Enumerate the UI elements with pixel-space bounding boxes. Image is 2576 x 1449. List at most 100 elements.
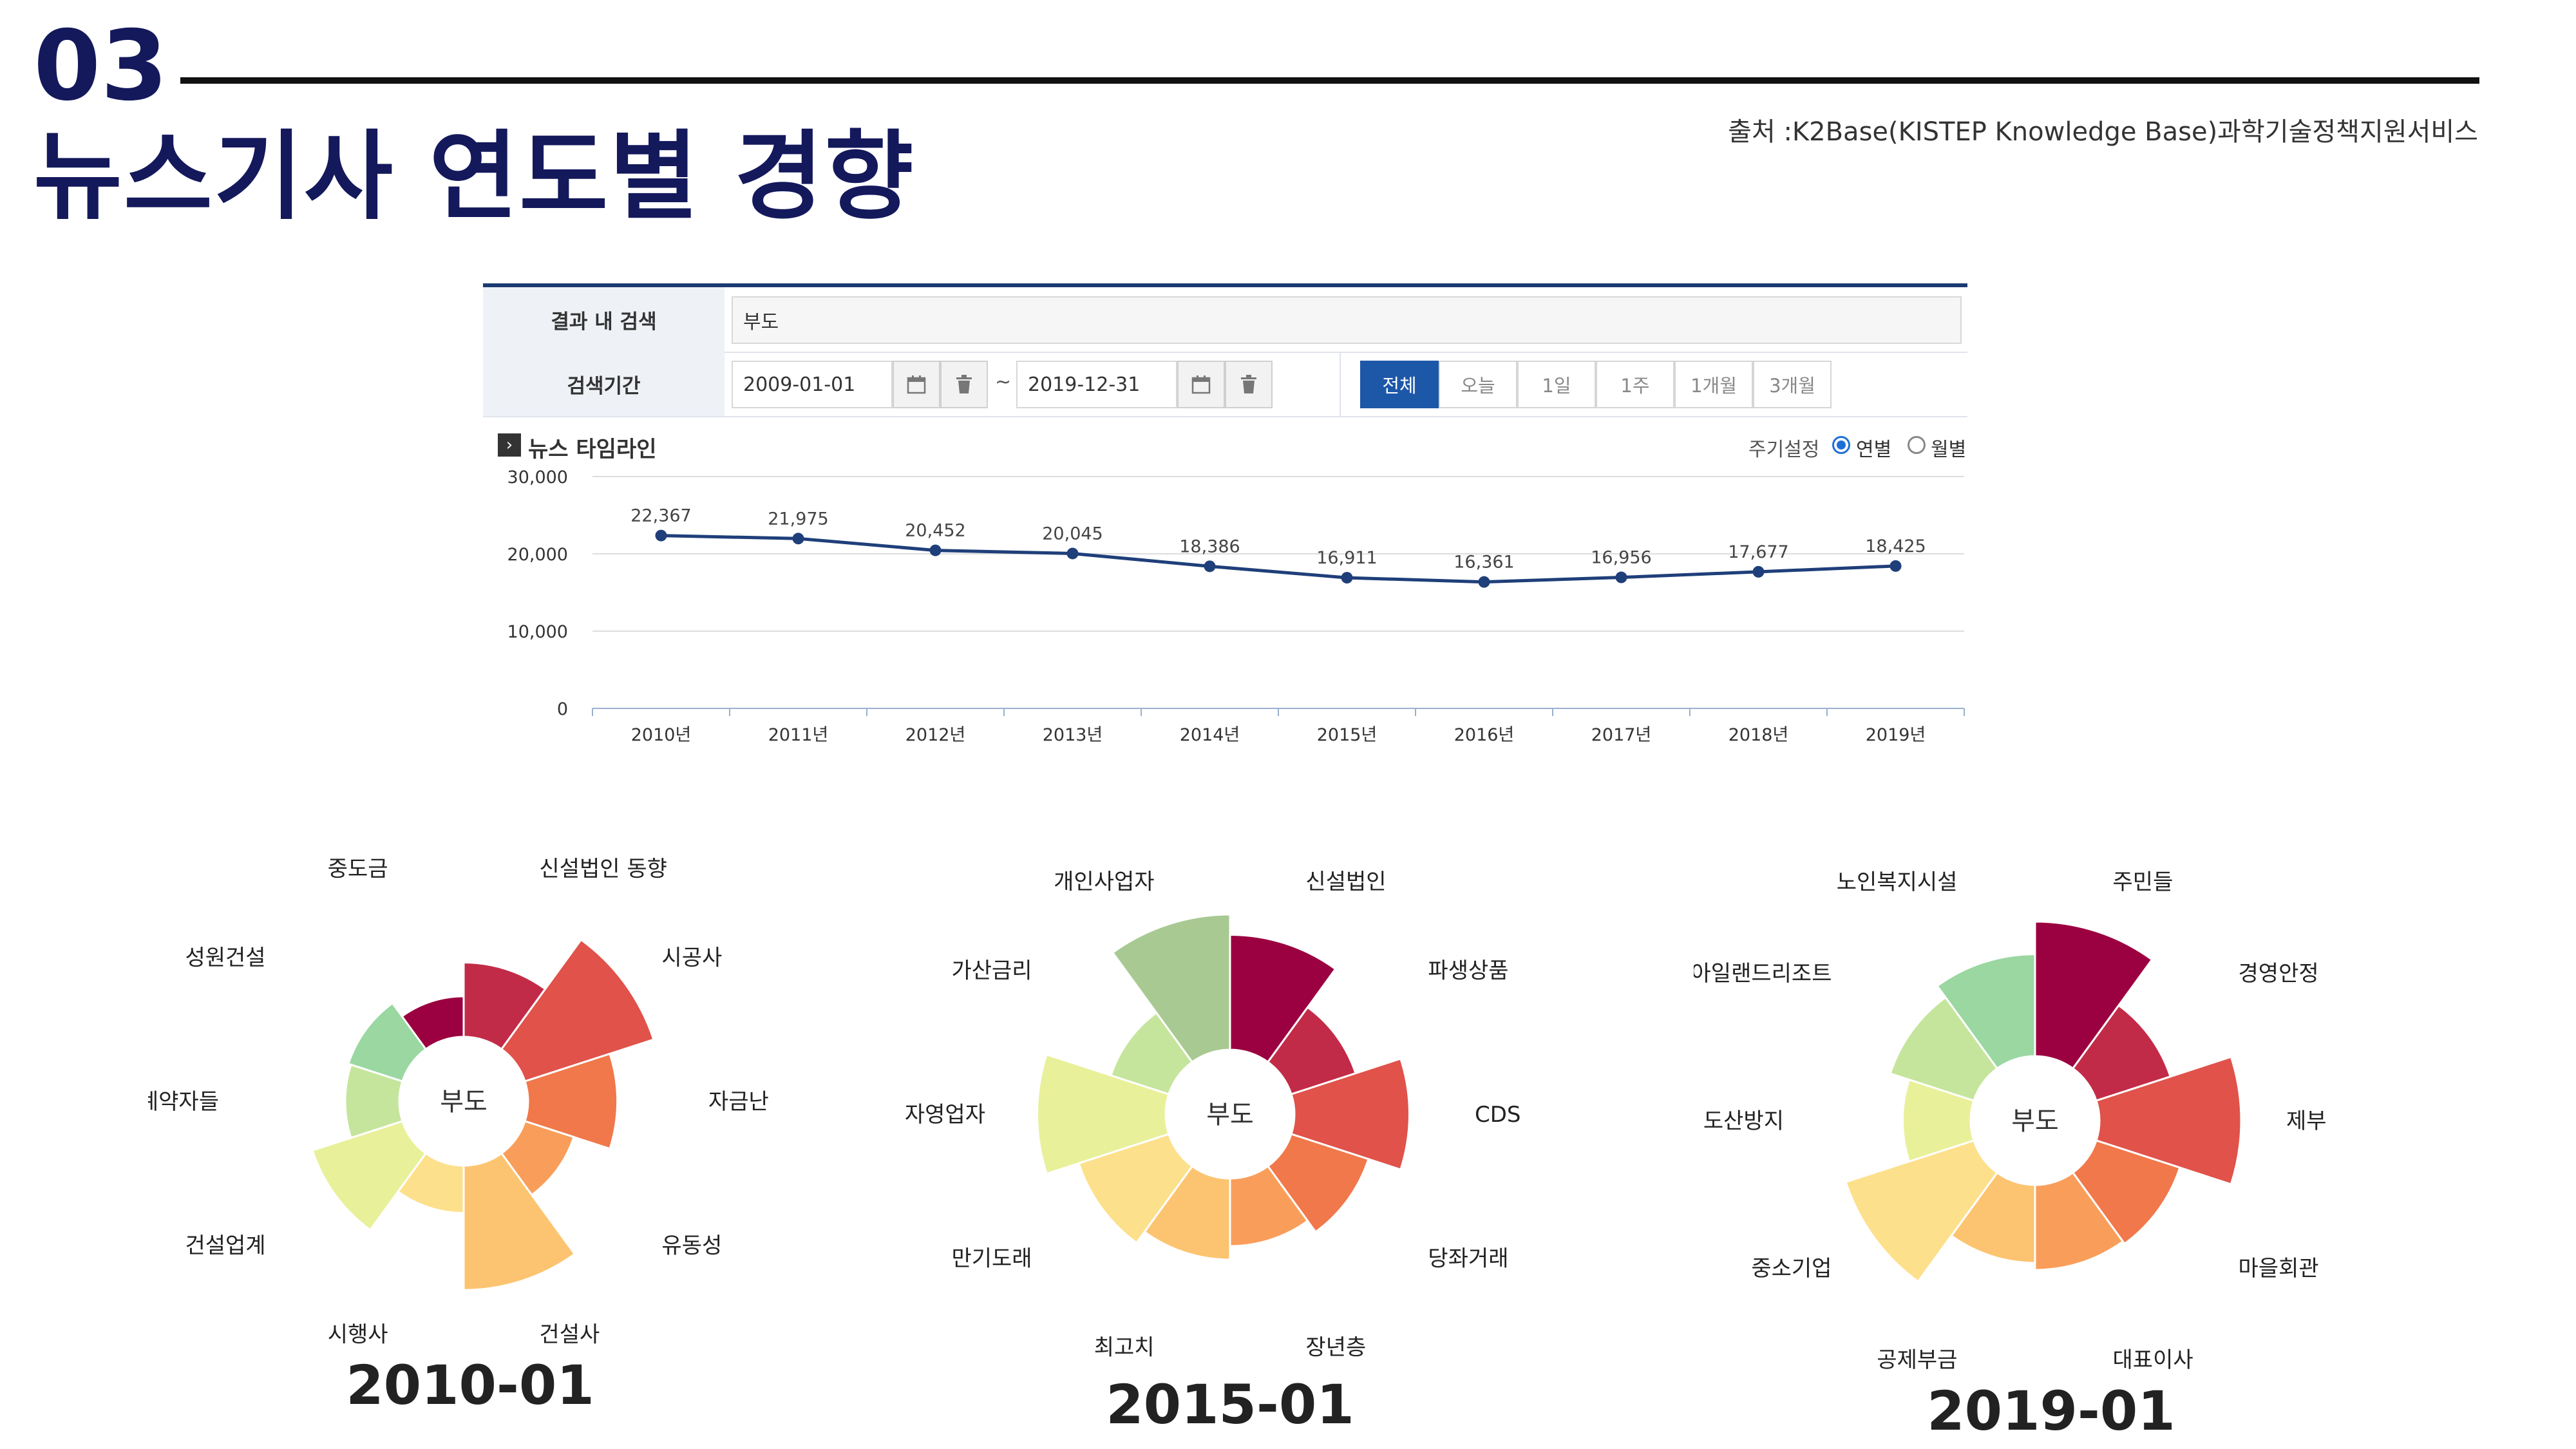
rose-category-label: 건설사 [539, 1321, 600, 1347]
rose-category-label: 공제부금 [1877, 1347, 1957, 1373]
range-button-group: 전체 오늘 1일 1주 1개월 3개월 [1360, 361, 1832, 408]
rose-slice [2095, 1056, 2242, 1186]
yearly-radio-label: 연별 [1856, 439, 1892, 461]
data-point [655, 529, 667, 542]
date-to-input[interactable]: 2019-12-31 [1016, 361, 1177, 408]
rose-center-circle [402, 1039, 526, 1163]
calendar-icon[interactable] [1177, 361, 1225, 408]
trash-icon[interactable] [1225, 361, 1273, 408]
date-from-input[interactable]: 2009-01-01 [732, 361, 893, 408]
data-label: 20,452 [905, 521, 965, 541]
search-panel: 결과 내 검색 부도 검색기간 2009-01-01 ~ 2019-12-31 … [483, 283, 1967, 419]
rose-slice [1889, 996, 1999, 1102]
slide-number: 03 [33, 10, 168, 122]
news-timeline-chart: 0 10,000 20,000 30,000 2010년 2011년 2012년 2013년 2… [507, 468, 1965, 745]
x-tick-label: 2015년 [1317, 725, 1378, 745]
rose-category-label: 중소기업 [1751, 1256, 1832, 1282]
rose-category-label: 제부 [2286, 1108, 2327, 1134]
data-point [1204, 560, 1216, 573]
yearly-radio[interactable] [1832, 436, 1850, 454]
range-1week-button[interactable]: 1주 [1596, 361, 1674, 408]
data-label: 18,386 [1179, 536, 1240, 556]
range-3month-button[interactable]: 3개월 [1753, 361, 1832, 408]
rose-slice [462, 1151, 576, 1291]
data-point [1341, 572, 1353, 584]
radio-dot [1837, 440, 1846, 450]
rose-category-label: 노인복지시설 [1837, 869, 1958, 895]
rose-slice [524, 1052, 619, 1150]
data-label: 16,956 [1591, 548, 1651, 568]
timeline-heading: 뉴스 타임라인 [528, 437, 657, 462]
x-tick-label: 2019년 [1866, 725, 1926, 745]
range-today-button[interactable]: 오늘 [1439, 361, 1517, 408]
rose-title: 2010-01 [346, 1354, 594, 1417]
rose-category-label: 아일랜드리조트 [1694, 961, 1832, 987]
rose-category-label: 장년층 [1305, 1334, 1366, 1360]
rose-slice [2071, 1139, 2181, 1245]
rose-slice [1111, 913, 1231, 1064]
rose-slice [1229, 1164, 1309, 1247]
rose-category-label: 시행사 [328, 1321, 388, 1347]
x-tick-label: 2016년 [1454, 725, 1515, 745]
rose-slice [462, 961, 547, 1051]
slide-title: 뉴스기사 연도별 경향 [33, 121, 915, 233]
rose-slice [500, 938, 655, 1083]
rose-center-circle [1973, 1059, 2097, 1182]
series-line [661, 534, 1896, 584]
rose-slice [2071, 1004, 2172, 1102]
rose-title: 2019-01 [1927, 1379, 2175, 1443]
rose-category-label: 파생상품 [1428, 958, 1508, 984]
rose-category-label: 성원건설 [185, 945, 265, 971]
rose-center-label: 부도 [440, 1087, 488, 1117]
rose-slice [2034, 1171, 2125, 1271]
rose-category-label: 중도금 [328, 857, 388, 882]
x-tick-label: 2013년 [1043, 725, 1103, 745]
data-point [1478, 576, 1490, 588]
rose-slice [401, 995, 465, 1051]
data-point [1752, 565, 1765, 578]
rose-slice [1950, 1171, 2036, 1264]
y-tick-label: 10,000 [507, 622, 568, 642]
rose-slice [1266, 1006, 1357, 1095]
rose-category-label: 유동성 [661, 1233, 722, 1258]
data-label: 17,677 [1728, 542, 1788, 562]
data-point [792, 533, 804, 545]
rose-slice [1936, 953, 2036, 1070]
result-search-input[interactable]: 부도 [732, 296, 1962, 344]
range-1month-button[interactable]: 1개월 [1674, 361, 1753, 408]
rose-category-label: 주민들 [2113, 869, 2174, 895]
title-divider [180, 77, 2479, 84]
y-tick-label: 30,000 [507, 468, 568, 488]
data-point [1066, 547, 1079, 560]
range-all-button[interactable]: 전체 [1360, 361, 1439, 408]
rose-category-label: 대표이사 [2113, 1347, 2193, 1373]
monthly-radio-label: 월별 [1931, 439, 1967, 461]
period-row: 검색기간 2009-01-01 ~ 2019-12-31 전체 오늘 1일 1주… [483, 352, 1967, 417]
period-label: 검색기간 [483, 352, 724, 416]
source-caption: 출처 :K2Base(KISTEP Knowledge Base)과학기술정책지… [1728, 117, 2478, 147]
x-tick-label: 2014년 [1180, 725, 1240, 745]
data-label: 20,045 [1042, 524, 1103, 544]
row-divider [1340, 352, 1341, 416]
rose-category-label: 자영업자 [905, 1102, 985, 1128]
x-tick-label: 2011년 [768, 725, 829, 745]
rose-category-label: 도산방지 [1703, 1108, 1784, 1134]
rose-slice [1110, 1011, 1194, 1095]
rose-title: 2015-01 [1106, 1373, 1354, 1436]
data-label: 16,911 [1316, 548, 1377, 568]
rose-category-label: 신설법인 동향 [539, 857, 667, 882]
rose-slice [1844, 1139, 1999, 1283]
rose-slice [1266, 1133, 1370, 1233]
range-1day-button[interactable]: 1일 [1517, 361, 1596, 408]
panel-top-border [483, 283, 1967, 287]
date-range-tilde: ~ [995, 371, 1012, 393]
monthly-radio[interactable] [1908, 436, 1926, 454]
calendar-icon[interactable] [893, 361, 940, 408]
rose-category-label: 건설업계 [185, 1233, 265, 1258]
rose-slice [1229, 933, 1337, 1064]
rose-slice [1143, 1164, 1231, 1261]
trash-icon[interactable] [940, 361, 988, 408]
